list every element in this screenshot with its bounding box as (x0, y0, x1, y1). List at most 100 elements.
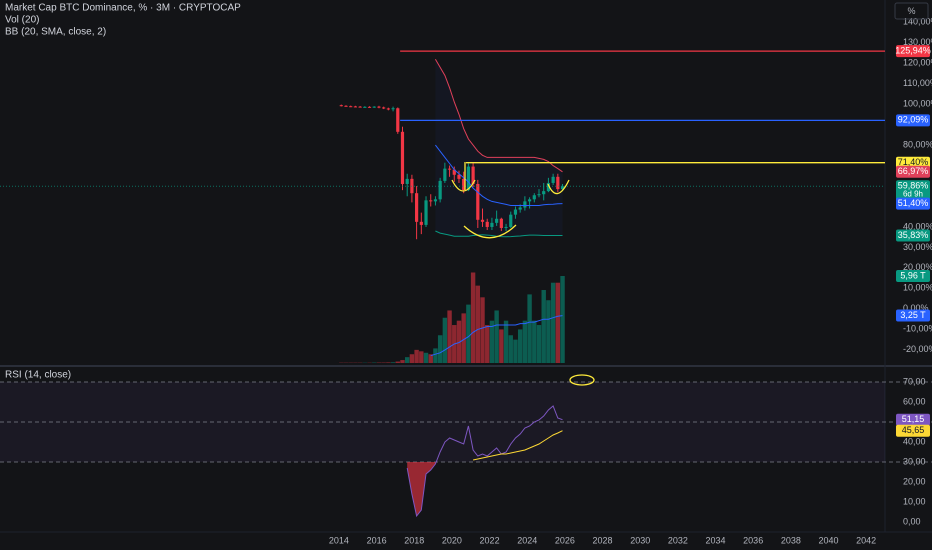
x-tick-label: 2032 (668, 535, 688, 545)
volume-ma-line (430, 315, 563, 357)
x-tick-label: 2030 (630, 535, 650, 545)
hline-label-box (896, 45, 930, 58)
volume-bar (527, 294, 532, 363)
volume-ma-label-box (896, 309, 930, 322)
volume-bar (475, 285, 481, 363)
bb-label-box (896, 165, 930, 178)
volume-bar (489, 320, 495, 363)
candle-body (353, 106, 358, 108)
y-tick-label: 40,00 (903, 436, 926, 446)
candle-body (382, 107, 386, 109)
candle-body (358, 106, 362, 108)
plot-area: Market Cap BTC Dominance, % · 3M · CRYPT… (0, 3, 932, 545)
y-tick-label: 20,00 (903, 476, 926, 486)
volume-bar (386, 362, 391, 363)
rsi-line (406, 405, 563, 518)
volume-ma-label: 3,25 T (900, 310, 926, 320)
y-tick-label: 40,00% (903, 221, 932, 231)
candle-body (513, 209, 518, 215)
candle-body (429, 200, 433, 202)
bb-fill (435, 59, 563, 237)
candle-body (560, 186, 565, 190)
candle-body (367, 106, 372, 108)
candle-body (537, 194, 541, 196)
volume-bar (560, 275, 565, 363)
bb-label: 66,97% (898, 166, 929, 176)
candle-body (339, 105, 343, 107)
bb-label: 35,83% (898, 230, 929, 240)
rsi-title: RSI (14, close) (5, 370, 71, 381)
hline-label: 71,40% (898, 157, 929, 167)
candle-body (509, 214, 513, 227)
volume-bar (499, 329, 504, 363)
y-tick-label: 20,00% (903, 262, 932, 272)
candle-body (419, 221, 423, 225)
hline-label: 125,94% (895, 45, 931, 55)
candle-body (405, 178, 409, 184)
volume-bar (395, 361, 400, 363)
y-tick-label: -10,00% (903, 324, 932, 334)
candle-body (504, 226, 508, 228)
bb-line (434, 58, 563, 173)
candle-body (476, 183, 480, 220)
volume-bar (442, 317, 448, 363)
volume-label: 5,96 T (900, 270, 926, 280)
volume-bar (470, 272, 476, 363)
y-tick-label: 60,00 (903, 396, 926, 406)
scale-mode-label[interactable]: % (907, 6, 915, 16)
candle-body (542, 191, 546, 195)
volume-bar (546, 300, 551, 363)
volume-bar (390, 362, 396, 363)
volume-bar (409, 354, 415, 363)
y-tick-label: 0,00 (903, 516, 921, 526)
drawing-curve (547, 179, 570, 195)
candle-body (532, 195, 536, 200)
candle-body (363, 106, 367, 108)
rsi-label: 51,15 (902, 414, 925, 424)
y-tick-label: 80,00% (903, 139, 932, 149)
x-tick-label: 2034 (706, 535, 726, 545)
volume-bar (423, 352, 429, 363)
candle-body (499, 218, 503, 228)
volume-bar (555, 282, 561, 363)
hline-label: 92,09% (898, 115, 929, 125)
x-tick-label: 2022 (480, 535, 500, 545)
x-tick-label: 2040 (818, 535, 838, 545)
candle-body (556, 176, 560, 190)
x-tick-label: 2020 (442, 535, 462, 545)
candle-body (415, 193, 419, 222)
volume-bar (466, 304, 471, 363)
candle-body (344, 105, 348, 107)
candle-body (527, 199, 532, 202)
scale-mode-button[interactable] (894, 2, 929, 20)
candle-body (372, 106, 376, 108)
rsi-label-box (896, 413, 930, 426)
volume-bar (419, 351, 424, 363)
volume-bar (550, 282, 556, 363)
volume-bar (400, 360, 405, 363)
x-tick-label: 2028 (593, 535, 613, 545)
candle-body (391, 108, 395, 110)
drawings (451, 162, 595, 386)
candle-body (424, 200, 428, 225)
drawing-curve (463, 224, 517, 239)
volume-bar (480, 297, 485, 363)
candle-body (452, 169, 456, 175)
volume-title: Vol (20) (5, 15, 39, 26)
rsi-ma-line (472, 430, 563, 461)
candle-body (495, 218, 499, 223)
x-tick-label: 2042 (856, 535, 876, 545)
volume-bar (494, 310, 499, 363)
volume-bar (503, 320, 509, 363)
volume-bar (414, 349, 419, 363)
y-tick-label: 70,00 (903, 376, 926, 386)
bb-label-box (896, 197, 930, 210)
y-tick-label: -20,00% (903, 344, 932, 354)
drawing-curve (451, 179, 476, 192)
rsi-oversold-fill (407, 462, 563, 516)
bb-label: 51,40% (898, 198, 929, 208)
candle-body (471, 166, 475, 184)
x-tick-label: 2024 (517, 535, 537, 545)
